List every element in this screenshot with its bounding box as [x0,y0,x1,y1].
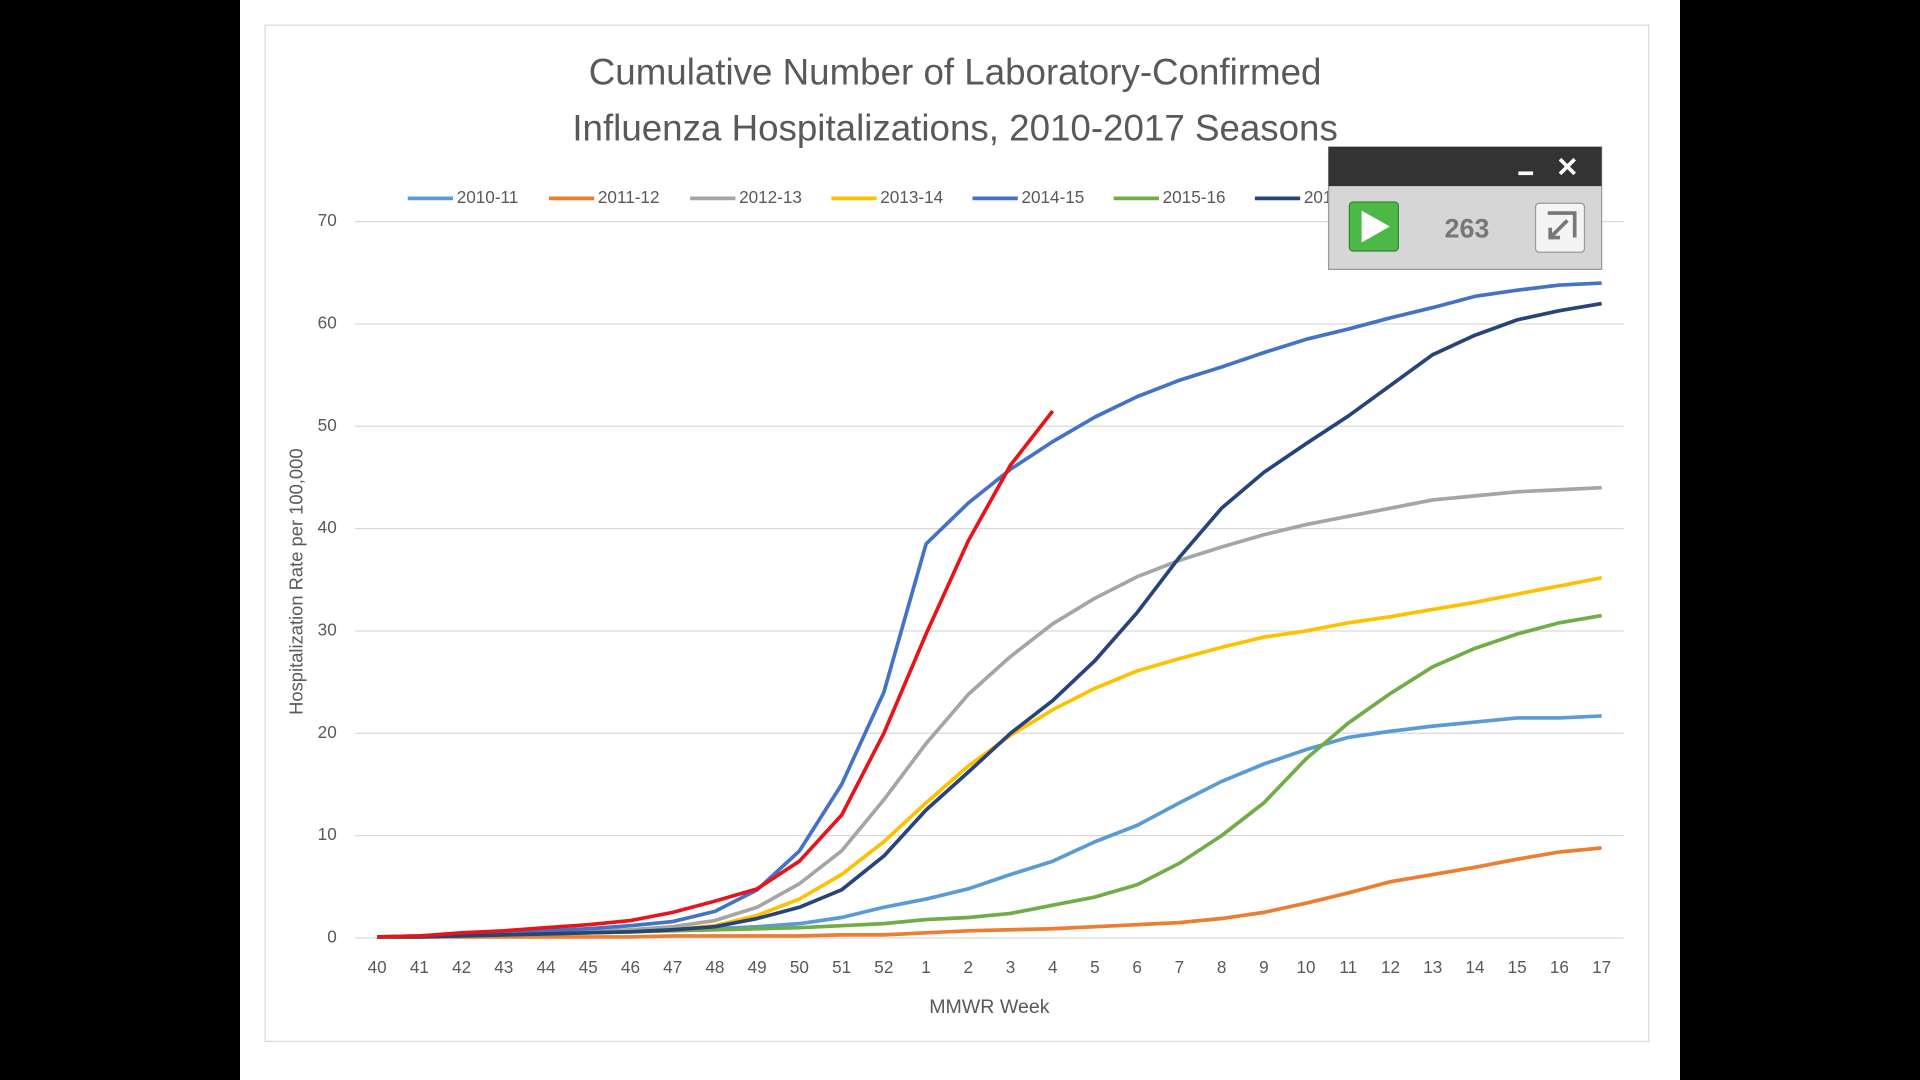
series-line [377,409,1055,939]
x-tick-label: 6 [1132,957,1142,977]
x-tick-label: 52 [874,957,893,977]
legend-label: 2012-13 [739,187,802,207]
legend-label: 2011-12 [598,187,660,207]
x-tick-label: 46 [621,957,640,977]
y-tick-label: 10 [318,824,337,844]
y-tick-label: 0 [327,926,337,946]
x-tick-label: 3 [1006,957,1016,977]
x-tick-label: 7 [1175,957,1185,977]
widget-titlebar [1328,146,1602,187]
x-tick-label: 17 [1592,957,1611,977]
y-tick-label: 20 [318,722,337,742]
series-line [377,281,1602,939]
legend-label: 2013-14 [880,187,943,207]
play-icon [1361,210,1390,243]
legend-label: 2010-11 [457,187,519,207]
x-tick-label: 15 [1508,957,1527,977]
counter: 263 [1444,213,1489,243]
x-tick-label: 48 [705,957,724,977]
minimize-button[interactable] [1518,171,1534,176]
x-tick-label: 16 [1550,957,1569,977]
x-tick-label: 49 [748,957,767,977]
y-tick-label: 60 [318,312,337,332]
x-tick-label: 43 [494,957,513,977]
x-tick-label: 11 [1339,957,1357,977]
restore-icon [1547,211,1577,240]
legend-label: 2014-15 [1021,187,1084,207]
x-tick-label: 4 [1048,957,1058,977]
x-tick-label: 51 [832,957,851,977]
x-tick-label: 5 [1090,957,1100,977]
x-tick-label: 42 [452,957,471,977]
legend-label: 2015-16 [1163,187,1226,207]
y-axis-label: Hospitalization Rate per 100,000 [285,448,306,714]
x-tick-label: 2 [964,957,974,977]
series-line [377,301,1602,939]
close-button[interactable] [1558,157,1576,176]
y-tick-label: 50 [318,415,337,435]
x-tick-label: 12 [1381,957,1400,977]
chart-title: Influenza Hospitalizations, 2010-2017 Se… [572,108,1337,149]
timer-widget: 263 [1327,146,1603,270]
x-tick-label: 10 [1297,957,1316,977]
y-tick-label: 30 [318,619,337,639]
x-tick-label: 1 [921,957,931,977]
x-tick-label: 47 [663,957,682,977]
x-tick-label: 40 [368,957,387,977]
x-tick-label: 45 [579,957,598,977]
y-tick-label: 70 [318,210,337,230]
x-axis-label: MMWR Week [929,996,1050,1018]
x-tick-label: 44 [537,957,557,977]
x-tick-label: 50 [790,957,809,977]
x-tick-label: 14 [1465,957,1485,977]
series-line [377,846,1602,939]
x-tick-label: 9 [1259,957,1269,977]
chart-title: Cumulative Number of Laboratory-Confirme… [589,51,1322,92]
x-tick-label: 13 [1423,957,1442,977]
x-tick-label: 8 [1217,957,1227,977]
x-tick-label: 41 [410,957,429,977]
y-tick-label: 40 [318,517,337,537]
